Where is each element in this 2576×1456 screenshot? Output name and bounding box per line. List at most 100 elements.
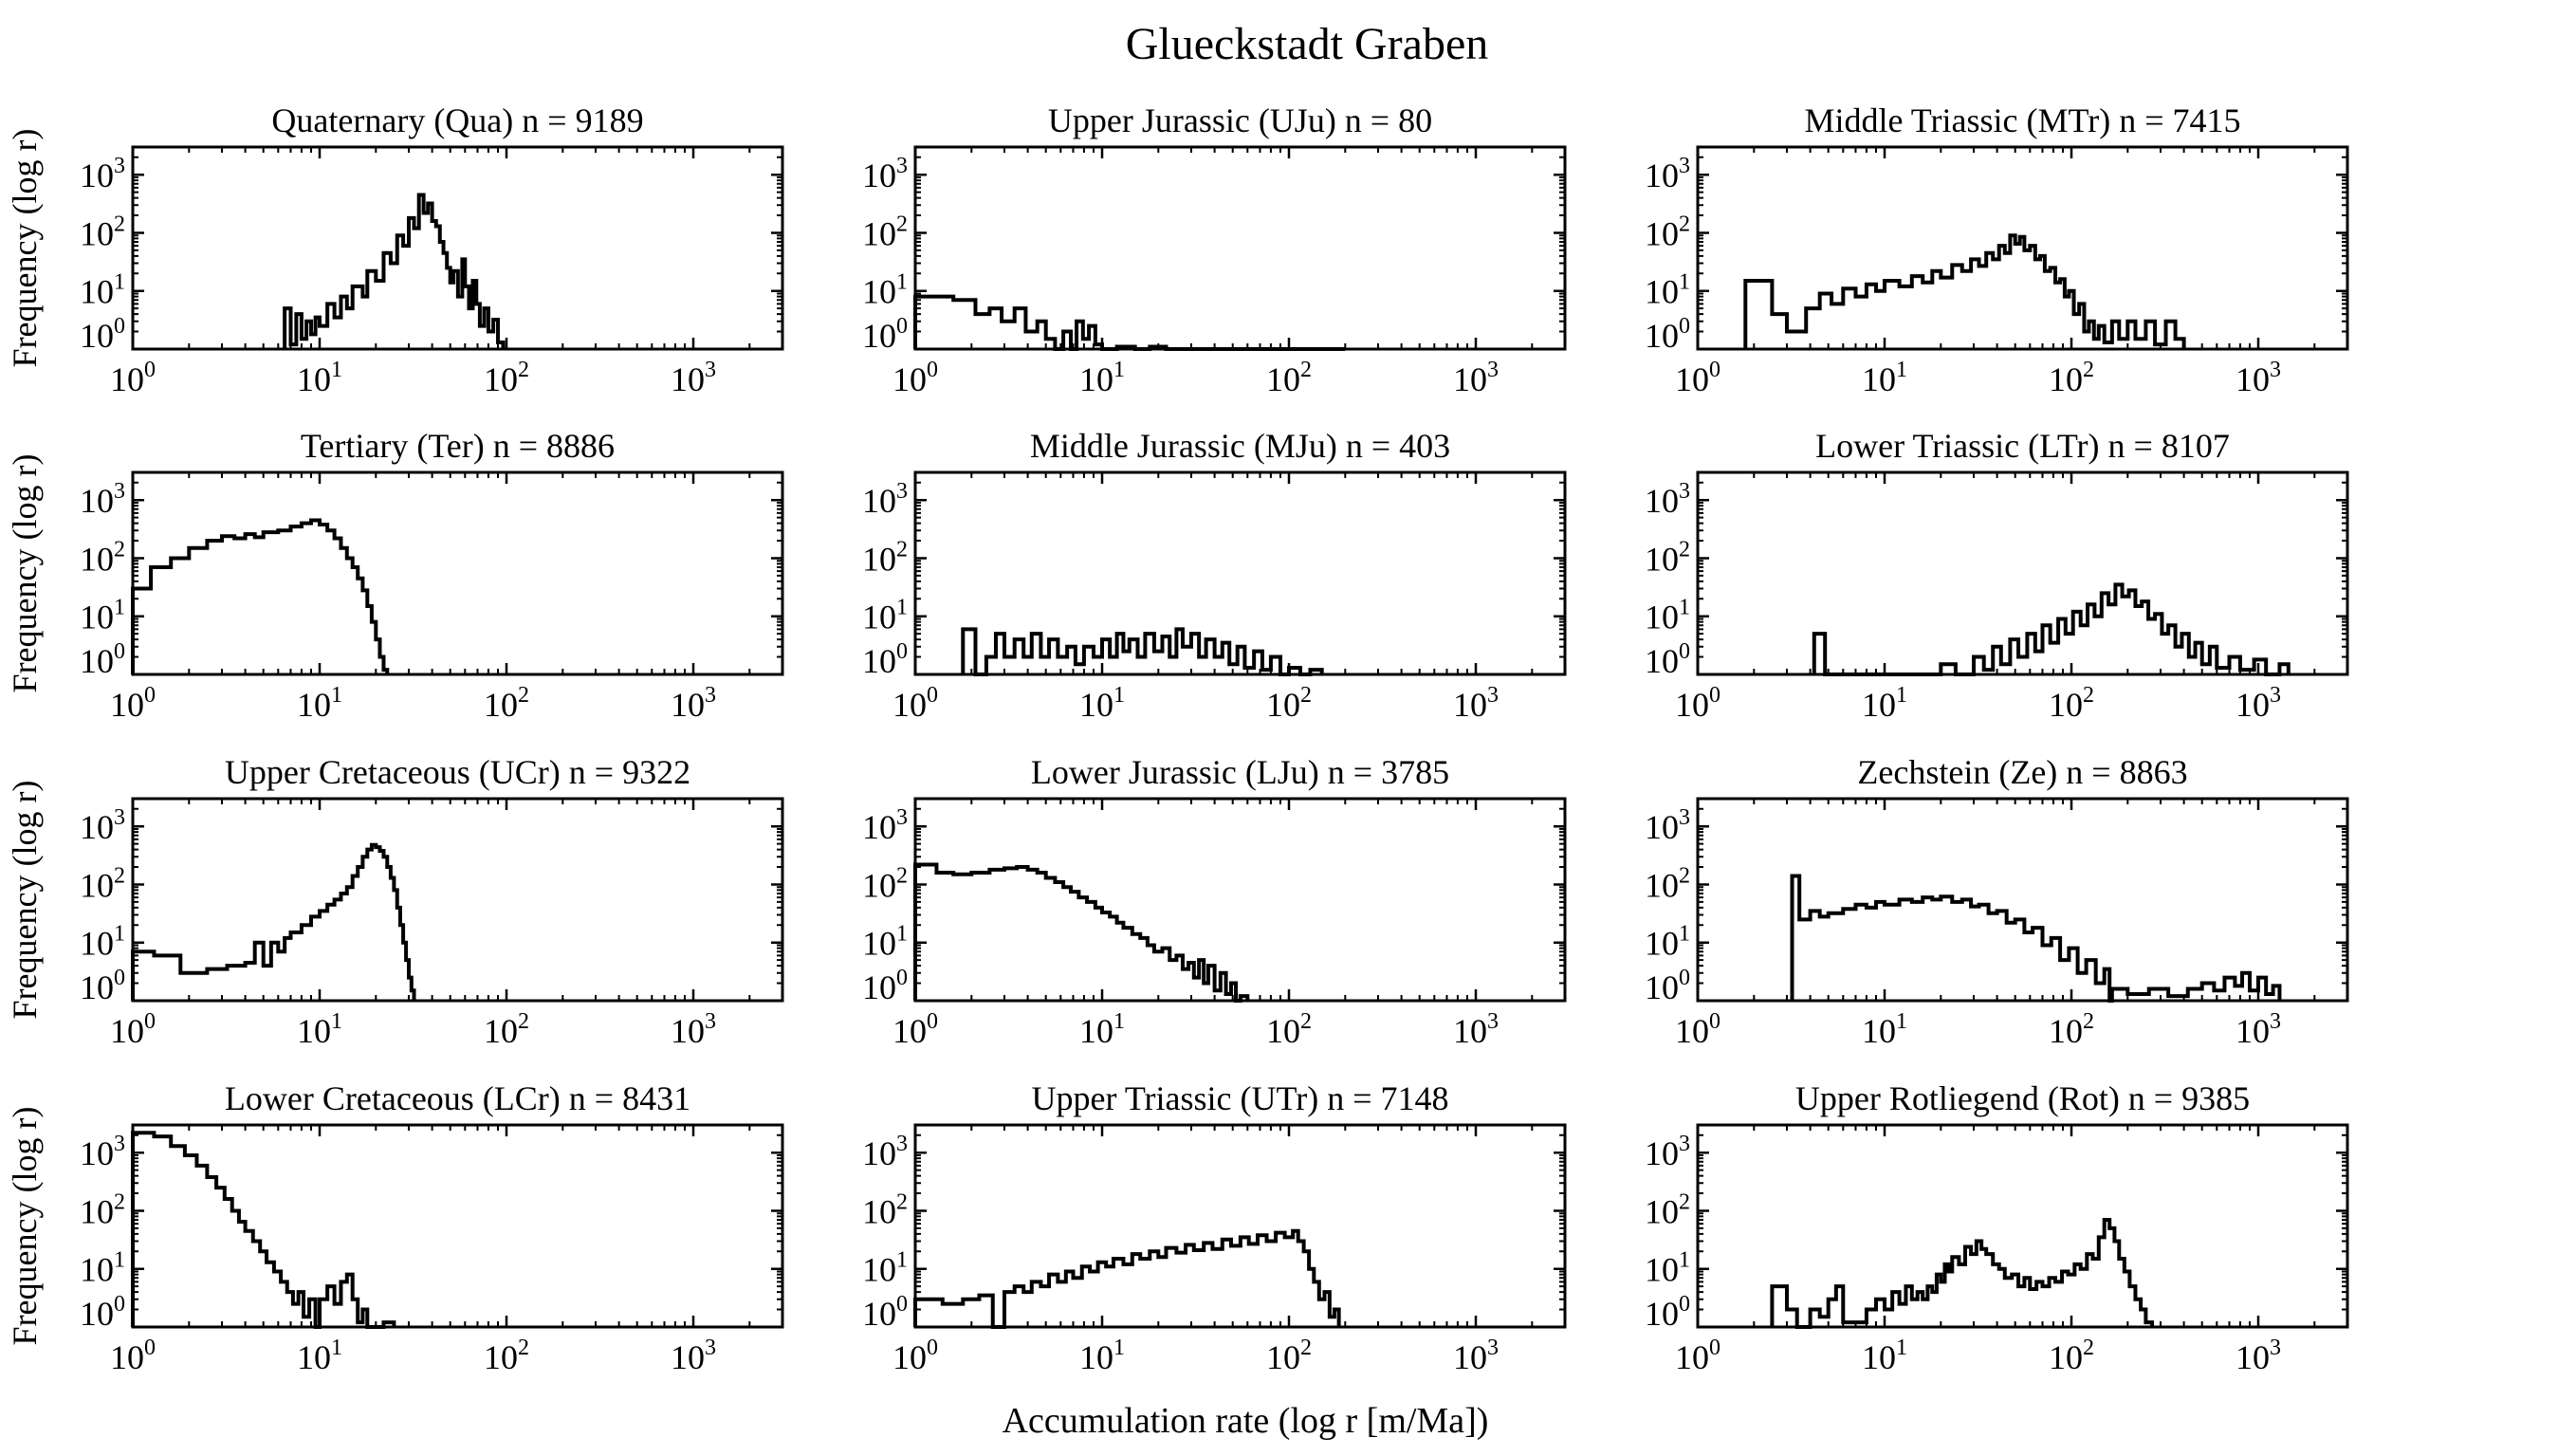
y-tick-label: 103 — [1645, 1132, 1690, 1172]
y-tick-label: 100 — [80, 639, 125, 680]
subplot-title: Tertiary (Ter) n = 8886 — [301, 427, 615, 465]
subplot-title: Upper Triassic (UTr) n = 7148 — [1032, 1079, 1449, 1117]
x-tick-label: 102 — [1266, 358, 1312, 398]
subplot-title: Upper Rotliegend (Rot) n = 9385 — [1795, 1079, 2250, 1117]
axes-frame — [1696, 145, 2349, 351]
subplot-grid: Quaternary (Qua) n = 9189 Frequency (log … — [6, 101, 2349, 1376]
y-tick-label: 101 — [80, 1248, 125, 1289]
y-tick-label: 102 — [862, 212, 908, 252]
x-tick-label: 102 — [2049, 1336, 2094, 1376]
x-tick-label: 100 — [892, 358, 938, 398]
y-tick-label: 100 — [80, 966, 125, 1006]
subplot-title: Quaternary (Qua) n = 9189 — [271, 101, 643, 139]
y-tick-label: 103 — [862, 1132, 908, 1172]
axes-frame — [131, 1123, 784, 1329]
subplot-title: Zechstein (Ze) n = 8863 — [1857, 753, 2187, 791]
y-tick-label: 101 — [1645, 596, 1690, 636]
y-tick-label: 102 — [1645, 212, 1690, 252]
y-tick-label: 100 — [862, 314, 908, 355]
x-tick-label: 102 — [2049, 358, 2094, 398]
minor-ticks — [133, 1124, 783, 1327]
x-tick-label: 101 — [297, 683, 342, 724]
subplot-title: Lower Jurassic (LJu) n = 3785 — [1031, 753, 1449, 791]
axes-frame — [131, 797, 784, 1003]
y-tick-label: 100 — [862, 966, 908, 1006]
x-tick-label: 101 — [1862, 683, 1907, 724]
x-tick-label: 103 — [671, 1009, 716, 1050]
histogram-line — [1812, 582, 2291, 676]
y-tick-label: 102 — [80, 537, 125, 578]
x-tick-label: 103 — [2236, 1336, 2281, 1376]
y-tick-label: 102 — [1645, 537, 1690, 578]
y-tick-label: 101 — [1645, 922, 1690, 963]
y-tick-label: 100 — [862, 639, 908, 680]
histogram-line — [131, 842, 416, 1001]
y-tick-label: 103 — [1645, 479, 1690, 520]
y-tick-label: 103 — [1645, 805, 1690, 846]
subplot-1: Quaternary (Qua) n = 9189 Frequency (log … — [6, 101, 784, 398]
x-tick-label: 102 — [484, 1336, 529, 1376]
y-tick-label: 100 — [862, 1292, 908, 1333]
y-axis-label: Frequency (log r) — [6, 454, 44, 693]
x-tick-label: 103 — [1453, 1009, 1499, 1050]
y-tick-label: 103 — [1645, 154, 1690, 194]
subplot-title: Lower Triassic (LTr) n = 8107 — [1815, 427, 2230, 465]
y-tick-label: 102 — [862, 863, 908, 904]
axes-frame — [1696, 1123, 2349, 1329]
histogram-line — [913, 862, 1250, 1003]
axes-frame — [913, 145, 1567, 351]
y-tick-label: 103 — [80, 805, 125, 846]
x-tick-label: 100 — [892, 1009, 938, 1050]
x-tick-label: 103 — [671, 1336, 716, 1376]
subplot-title: Upper Jurassic (UJu) n = 80 — [1048, 101, 1432, 139]
axes-frame — [1696, 470, 2349, 676]
minor-ticks — [133, 798, 783, 1001]
x-tick-label: 101 — [1079, 1336, 1125, 1376]
x-tick-label: 102 — [484, 358, 529, 398]
x-tick-label: 102 — [484, 1009, 529, 1050]
minor-ticks — [915, 146, 1566, 349]
y-tick-label: 101 — [862, 922, 908, 963]
axes-frame — [913, 1123, 1567, 1329]
y-tick-label: 103 — [862, 154, 908, 194]
subplot-7: Upper Cretaceous (UCr) n = 9322 Frequency… — [6, 753, 784, 1050]
x-tick-label: 103 — [2236, 358, 2281, 398]
minor-ticks — [133, 471, 783, 674]
histogram-line — [1770, 1217, 2154, 1329]
subplot-title: Middle Jurassic (MJu) n = 403 — [1030, 427, 1450, 465]
y-tick-label: 100 — [80, 314, 125, 355]
x-tick-label: 100 — [110, 1009, 156, 1050]
y-tick-label: 100 — [1645, 966, 1690, 1006]
x-tick-label: 100 — [110, 1336, 156, 1376]
axes-frame — [131, 470, 784, 676]
x-tick-label: 102 — [1266, 683, 1312, 724]
minor-ticks — [915, 798, 1566, 1001]
y-tick-label: 102 — [1645, 863, 1690, 904]
y-tick-label: 103 — [862, 805, 908, 846]
y-tick-label: 100 — [1645, 1292, 1690, 1333]
y-tick-label: 103 — [80, 479, 125, 520]
y-axis-label: Frequency (log r) — [6, 129, 44, 368]
y-tick-label: 100 — [1645, 314, 1690, 355]
x-tick-label: 101 — [297, 1009, 342, 1050]
x-tick-label: 102 — [484, 683, 529, 724]
y-tick-label: 101 — [862, 596, 908, 636]
y-tick-label: 101 — [1645, 270, 1690, 311]
x-tick-label: 101 — [1079, 358, 1125, 398]
histogram-line — [913, 294, 1346, 351]
axes-frame — [131, 145, 784, 351]
x-tick-label: 100 — [1675, 358, 1720, 398]
subplot-title: Upper Cretaceous (UCr) n = 9322 — [225, 753, 690, 791]
histogram-line — [961, 627, 1324, 676]
y-tick-label: 103 — [862, 479, 908, 520]
histogram-line — [1790, 874, 2282, 1003]
minor-ticks — [915, 1124, 1566, 1327]
subplot-5: Middle Jurassic (MJu) n = 403 100 101 102 10… — [862, 427, 1567, 724]
minor-ticks — [1698, 798, 2348, 1001]
y-tick-label: 102 — [862, 1189, 908, 1230]
minor-ticks — [133, 146, 783, 349]
